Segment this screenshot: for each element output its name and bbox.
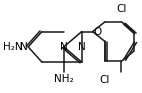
Text: N: N: [20, 42, 28, 52]
Text: Cl: Cl: [116, 4, 127, 14]
Text: O: O: [93, 27, 102, 37]
Text: Cl: Cl: [100, 75, 110, 85]
Text: H₂N: H₂N: [3, 42, 23, 52]
Text: N: N: [60, 42, 68, 52]
Text: NH₂: NH₂: [54, 74, 74, 84]
Text: N: N: [78, 42, 85, 52]
